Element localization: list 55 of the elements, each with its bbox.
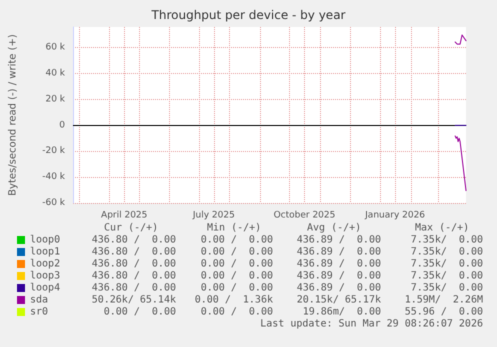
y-tick-label: 0: [59, 120, 66, 130]
y-tick-label: -60 k: [42, 198, 66, 208]
text: 436.89 / 0.00: [296, 246, 381, 258]
x-tick-label: July 2025: [192, 210, 235, 220]
legend-label: loop4: [30, 282, 60, 294]
text: 55.96 / 0.00: [404, 306, 483, 318]
y-tick-label: -40 k: [42, 172, 66, 182]
y-tick-label: -20 k: [42, 146, 66, 156]
text: 0.00 / 0.00: [200, 306, 273, 318]
legend-label: loop0: [30, 234, 60, 246]
text: 0.00 / 0.00: [200, 282, 273, 294]
text: Avg (-/+): [307, 222, 362, 234]
y-tick-label: 20 k: [45, 94, 66, 104]
text: 0.00 / 1.36k: [194, 294, 273, 306]
y-tick-label: 40 k: [45, 68, 66, 79]
x-tick-label: April 2025: [101, 210, 148, 220]
text: 436.80 / 0.00: [92, 258, 176, 270]
text: 436.89 / 0.00: [296, 270, 381, 282]
legend-label: loop2: [30, 258, 60, 270]
legend-label: loop1: [30, 246, 60, 258]
text: Last update: Sun Mar 29 08:26:07 2026: [260, 318, 483, 330]
text: 7.35k/ 0.00: [410, 258, 483, 270]
y-axis-title: Bytes/second read (-) / write (+): [8, 34, 18, 196]
text: 1.59M/ 2.26M: [404, 294, 483, 306]
text: 436.89 / 0.00: [296, 234, 381, 246]
y-tick-label: 60 k: [45, 42, 66, 53]
text: 7.35k/ 0.00: [410, 282, 483, 294]
text: 0.00 / 0.00: [200, 258, 273, 270]
text: 0.00 / 0.00: [104, 306, 176, 318]
legend-label: sda: [30, 294, 48, 306]
line-series: [454, 135, 466, 192]
text: Cur (-/+): [104, 222, 158, 234]
text: 7.35k/ 0.00: [410, 246, 483, 258]
text: 0.00 / 0.00: [200, 234, 273, 246]
text: 436.80 / 0.00: [92, 234, 176, 246]
chart-title: Throughput per device - by year: [150, 8, 346, 22]
text: 436.80 / 0.00: [92, 246, 176, 258]
text: Min (-/+): [207, 222, 262, 234]
text: 436.89 / 0.00: [296, 258, 381, 270]
x-tick-label: October 2025: [274, 210, 336, 220]
text: 0.00 / 0.00: [200, 246, 273, 258]
x-tick-label: January 2026: [364, 210, 426, 220]
text: 50.26k/ 65.14k: [92, 294, 176, 306]
text: 20.15k/ 65.17k: [296, 294, 381, 306]
text: Max (-/+): [415, 222, 470, 234]
text: 0.00 / 0.00: [200, 270, 273, 282]
text: 436.89 / 0.00: [296, 282, 381, 294]
text: 436.80 / 0.00: [92, 270, 176, 282]
legend-label: sr0: [30, 306, 48, 318]
line-series: [454, 34, 466, 45]
legend-label: loop3: [30, 270, 60, 282]
text: 7.35k/ 0.00: [410, 234, 483, 246]
text: 7.35k/ 0.00: [410, 270, 483, 282]
text: 436.80 / 0.00: [92, 282, 176, 294]
text: 19.86m/ 0.00: [302, 306, 381, 318]
